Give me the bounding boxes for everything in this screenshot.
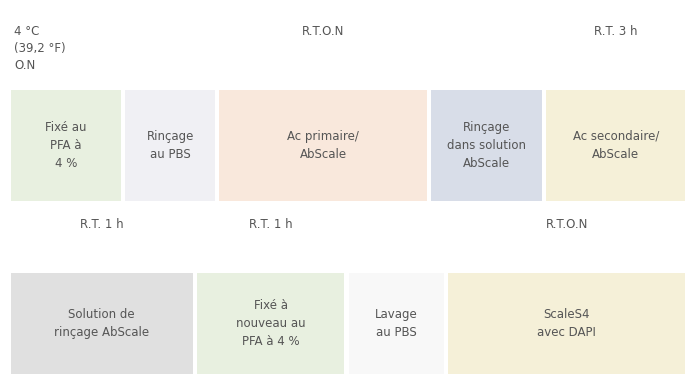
- FancyBboxPatch shape: [546, 90, 685, 201]
- Text: Ac primaire/
AbScale: Ac primaire/ AbScale: [287, 130, 359, 161]
- Text: R.T. 1 h: R.T. 1 h: [80, 218, 123, 231]
- FancyBboxPatch shape: [448, 273, 685, 374]
- FancyBboxPatch shape: [10, 90, 121, 201]
- Text: Ac secondaire/
AbScale: Ac secondaire/ AbScale: [573, 130, 659, 161]
- Text: Lavage
au PBS: Lavage au PBS: [374, 308, 418, 339]
- FancyBboxPatch shape: [10, 273, 192, 374]
- FancyBboxPatch shape: [431, 90, 542, 201]
- Text: 4 °C
(39,2 °F)
O.N: 4 °C (39,2 °F) O.N: [14, 25, 66, 73]
- Text: Rinçage
au PBS: Rinçage au PBS: [146, 130, 194, 161]
- Text: Rinçage
dans solution
AbScale: Rinçage dans solution AbScale: [447, 121, 526, 170]
- FancyBboxPatch shape: [349, 273, 444, 374]
- FancyBboxPatch shape: [125, 90, 215, 201]
- Text: Fixé à
nouveau au
PFA à 4 %: Fixé à nouveau au PFA à 4 %: [236, 299, 305, 348]
- Text: R.T. 3 h: R.T. 3 h: [594, 25, 638, 38]
- Text: R.T. 1 h: R.T. 1 h: [248, 218, 293, 231]
- Text: Solution de
rinçage AbScale: Solution de rinçage AbScale: [54, 308, 149, 339]
- FancyBboxPatch shape: [197, 273, 344, 374]
- Text: R.T.O.N: R.T.O.N: [545, 218, 588, 231]
- Text: ScaleS4
avec DAPI: ScaleS4 avec DAPI: [537, 308, 596, 339]
- Text: Fixé au
PFA à
4 %: Fixé au PFA à 4 %: [45, 121, 87, 170]
- Text: R.T.O.N: R.T.O.N: [302, 25, 344, 38]
- FancyBboxPatch shape: [219, 90, 427, 201]
